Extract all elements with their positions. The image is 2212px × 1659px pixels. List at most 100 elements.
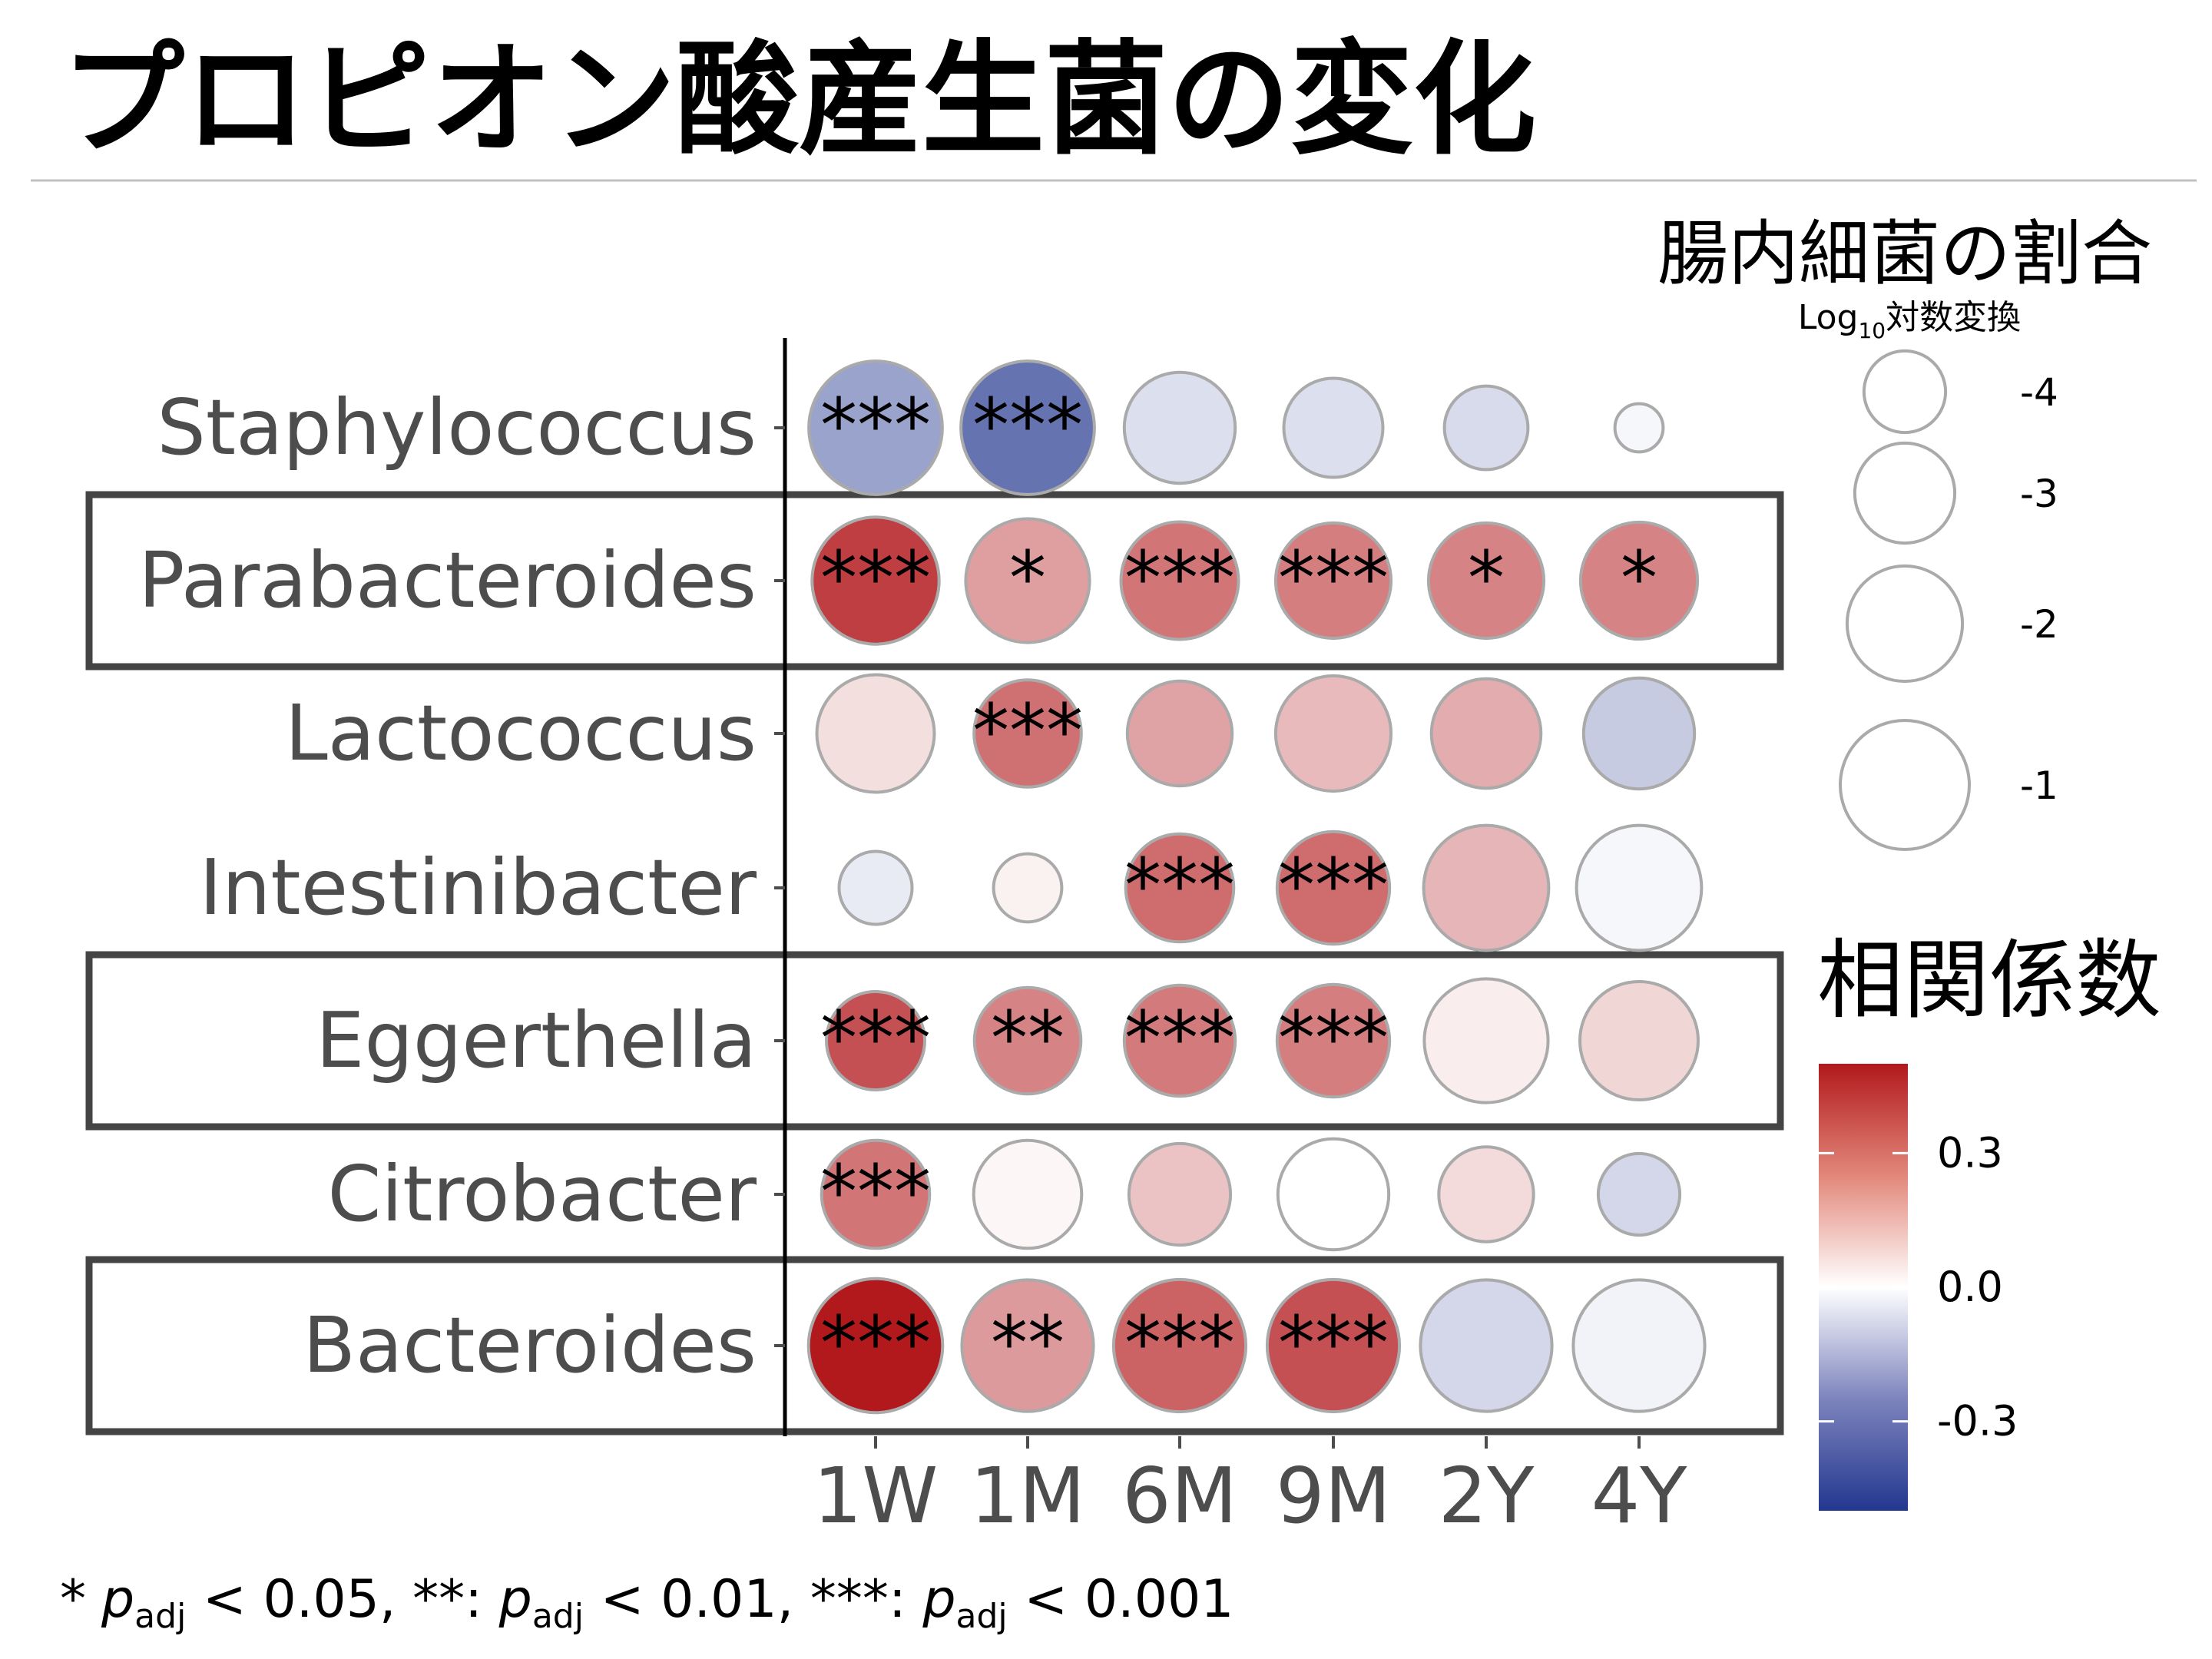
bubble-lactococcus-9m <box>1273 674 1393 793</box>
sig-staphylococcus-1w: *** <box>820 382 931 469</box>
slide-title: プロピオン酸産生菌の変化 <box>61 28 1536 171</box>
x-label-1m: 1M <box>970 1451 1085 1541</box>
sig-bacteroides-1m: ** <box>991 1300 1065 1386</box>
sig-parabacteroides-4y: * <box>1621 535 1657 621</box>
size-legend: 腸内細菌の割合 Log10対数変換 -4 -3 -2 -1 <box>1657 213 2152 851</box>
bubble-lactococcus-2y <box>1429 677 1543 790</box>
bubble-lactococcus-4y <box>1581 676 1697 791</box>
footnote-star1: * <box>60 1569 86 1630</box>
bubble-intestinibacter-1w <box>837 849 914 926</box>
sig-bacteroides-1w: *** <box>820 1300 931 1386</box>
bubble-lactococcus-1w <box>815 673 936 794</box>
y-label-parabacteroides: Parabacteroides <box>138 535 757 625</box>
y-label-eggerthella: Eggerthella <box>316 995 757 1085</box>
bubble-parabacteroides-1w <box>810 515 941 646</box>
bubble-lactococcus-6m <box>1125 679 1234 788</box>
bubble-lactococcus-1m <box>972 678 1083 789</box>
footnote-star2: **: <box>412 1569 499 1630</box>
footnote-adj3: adj <box>956 1597 1008 1636</box>
highlight-boxes <box>85 491 1784 1435</box>
color-legend-title: 相関係数 <box>1817 931 2161 1031</box>
footnote-t1: < 0.05, <box>186 1569 412 1630</box>
bubble-staphylococcus-1w <box>807 359 944 496</box>
sig-parabacteroides-2y: * <box>1468 535 1505 621</box>
sig-eggerthella-6m: *** <box>1124 995 1235 1081</box>
footnote-adj1: adj <box>134 1597 186 1636</box>
footnote-t3: < 0.001 <box>1008 1569 1234 1630</box>
highlight-box-parabacteroides <box>85 491 1784 671</box>
bubble-eggerthella-4y <box>1578 980 1700 1101</box>
size-legend-items: -4 -3 -2 -1 <box>1839 349 2058 851</box>
highlight-box-bacteroides <box>85 1256 1784 1435</box>
bubble-parabacteroides-1m <box>964 517 1091 644</box>
bubble-citrobacter-4y <box>1596 1151 1682 1237</box>
footnote-adj2: adj <box>532 1597 584 1636</box>
bubble-intestinibacter-6m <box>1124 832 1236 944</box>
size-legend-circle--3 <box>1853 441 1957 545</box>
y-label-intestinibacter: Intestinibacter <box>200 843 757 932</box>
bubble-eggerthella-9m <box>1275 982 1392 1099</box>
bubble-eggerthella-2y <box>1422 977 1550 1104</box>
sig-parabacteroides-9m: *** <box>1278 535 1389 621</box>
bubble-staphylococcus-2y <box>1442 384 1530 472</box>
footnote-t2: < 0.01, <box>584 1569 810 1630</box>
bubble-parabacteroides-9m <box>1273 521 1393 641</box>
size-legend-subtitle: Log10対数変換 <box>1798 298 2021 343</box>
bubble-bacteroides-4y <box>1571 1278 1707 1413</box>
x-label-1w: 1W <box>813 1451 939 1541</box>
bubble-parabacteroides-4y <box>1578 520 1700 641</box>
bubble-intestinibacter-1m <box>992 852 1064 924</box>
colorbar-label-0-0: 0.0 <box>1937 1263 2003 1311</box>
sig-eggerthella-1m: ** <box>991 995 1065 1081</box>
y-label-citrobacter: Citrobacter <box>328 1149 757 1239</box>
sig-parabacteroides-1w: *** <box>820 535 931 621</box>
bubble-bacteroides-1w <box>806 1277 945 1415</box>
bubble-citrobacter-9m <box>1276 1137 1391 1252</box>
size-legend-subtitle-sub: 10 <box>1858 318 1886 343</box>
bubble-intestinibacter-2y <box>1422 823 1551 952</box>
bubble-staphylococcus-6m <box>1122 370 1237 485</box>
sig-intestinibacter-9m: *** <box>1278 843 1389 929</box>
y-axis: Staphylococcus Parabacteroides Lactococcus… <box>138 382 785 1390</box>
bubble-citrobacter-1m <box>972 1138 1084 1250</box>
bubble-intestinibacter-9m <box>1275 830 1392 946</box>
size-legend-label--2: -2 <box>2020 602 2058 647</box>
bubble-citrobacter-2y <box>1437 1145 1535 1243</box>
sig-parabacteroides-1m: * <box>1009 535 1046 621</box>
size-legend-subtitle-log: Log <box>1798 298 1859 337</box>
footnote-p3: p <box>922 1569 955 1630</box>
size-legend-label--4: -4 <box>2020 370 2058 415</box>
sig-lactococcus-1m: *** <box>972 688 1083 774</box>
footnote-star3: ***: <box>810 1569 923 1630</box>
size-legend-circle--4 <box>1862 349 1948 435</box>
sig-citrobacter-1w: *** <box>820 1149 931 1235</box>
bubble-grid: *** ****** * *** *** * ******* ****** ** *** *****… <box>806 359 1707 1415</box>
bubble-bacteroides-9m <box>1265 1277 1402 1414</box>
color-legend: 相関係数 0.3 0.0 -0.3 <box>1817 931 2161 1511</box>
sig-parabacteroides-6m: *** <box>1124 535 1235 621</box>
x-axis: 1W 1M 6M 9M 2Y 4Y <box>813 1436 1688 1541</box>
footnote-p1: p <box>101 1569 134 1630</box>
highlight-box-eggerthella <box>85 951 1784 1131</box>
bubble-intestinibacter-4y <box>1575 823 1704 952</box>
x-label-4y: 4Y <box>1591 1451 1688 1541</box>
size-legend-circle--1 <box>1839 719 1971 851</box>
sig-intestinibacter-6m: *** <box>1124 843 1235 929</box>
bubble-parabacteroides-6m <box>1119 520 1240 641</box>
size-legend-circle--2 <box>1845 564 1965 684</box>
y-label-bacteroides: Bacteroides <box>303 1300 757 1390</box>
x-label-9m: 9M <box>1276 1451 1391 1541</box>
bubble-staphylococcus-9m <box>1282 376 1385 479</box>
footnote-p2: p <box>498 1569 532 1630</box>
sig-staphylococcus-1m: *** <box>972 382 1083 469</box>
bubble-eggerthella-1m <box>972 985 1083 1096</box>
sig-bacteroides-6m: *** <box>1124 1300 1235 1386</box>
size-legend-label--1: -1 <box>2020 763 2058 808</box>
sig-bacteroides-9m: *** <box>1278 1300 1389 1386</box>
bubble-bacteroides-1m <box>960 1278 1095 1413</box>
significance-footnote: * padj < 0.05, **: padj < 0.01, ***: padj… <box>60 1569 1234 1636</box>
x-label-2y: 2Y <box>1439 1451 1535 1541</box>
bubble-eggerthella-6m <box>1122 983 1237 1098</box>
colorbar-ticks: 0.3 0.0 -0.3 <box>1819 1128 2018 1445</box>
